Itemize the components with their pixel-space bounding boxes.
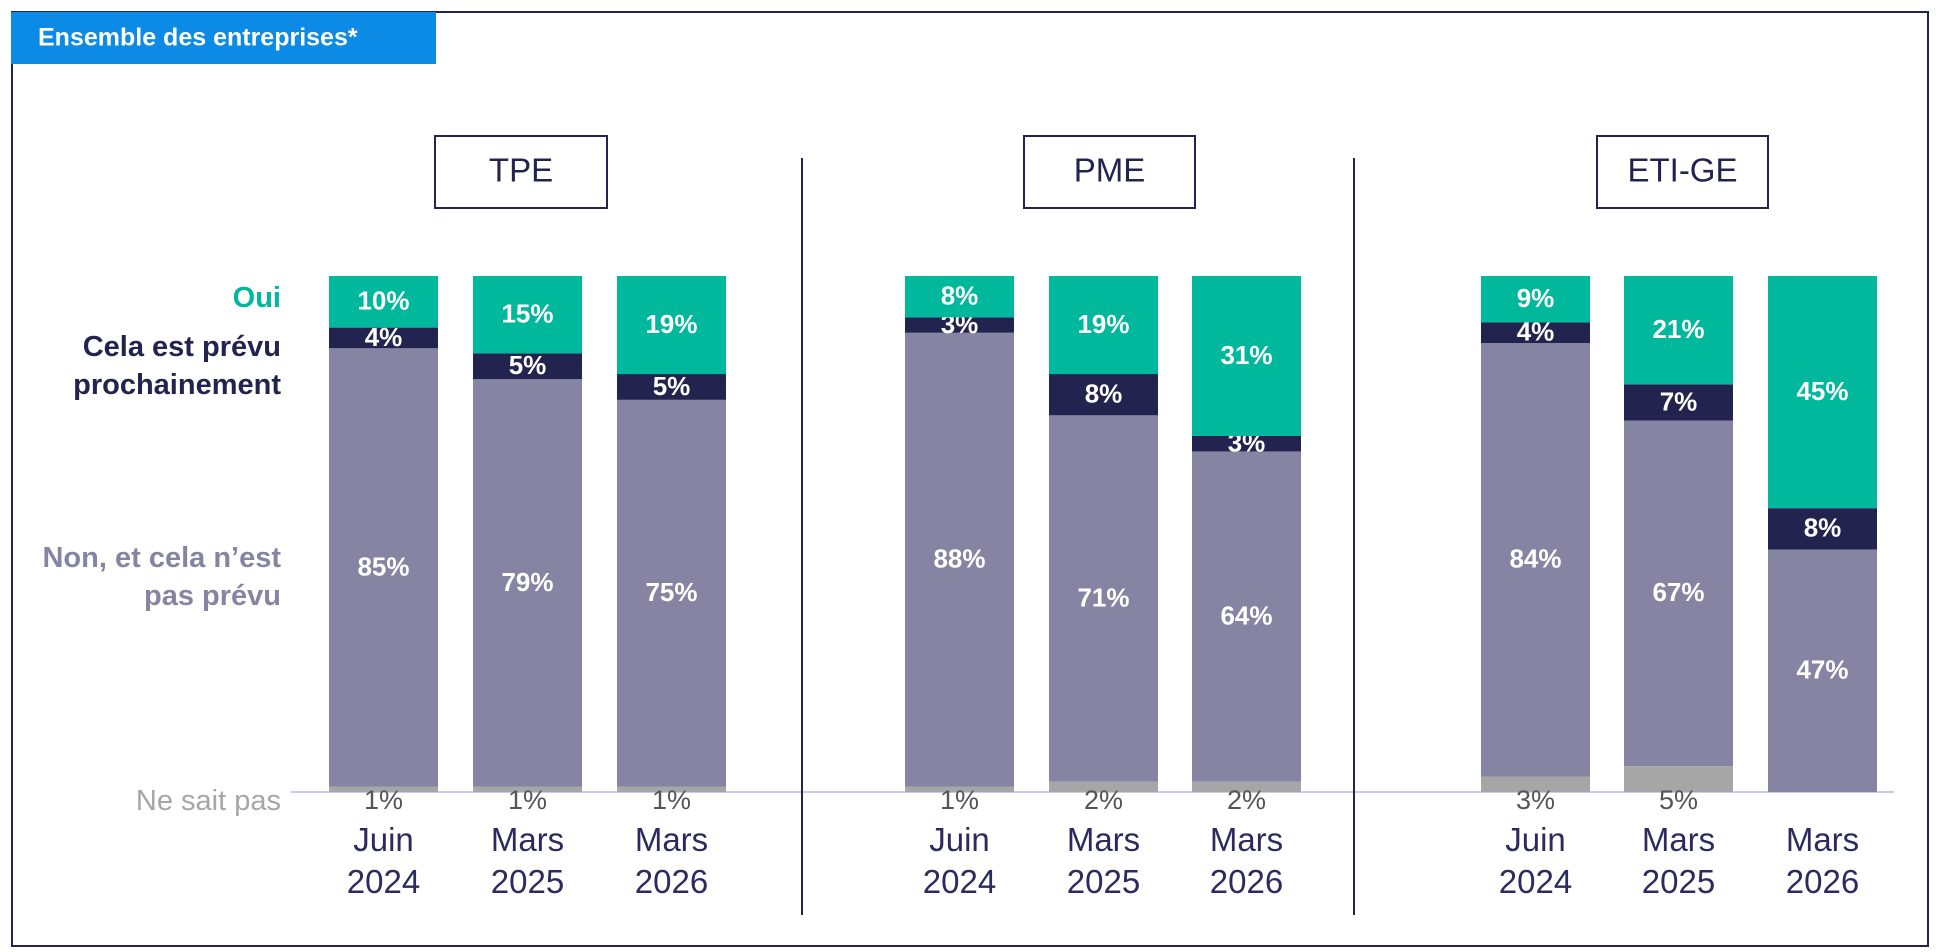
bar-segment xyxy=(1481,322,1590,344)
value-label: 21% xyxy=(1652,314,1704,344)
x-tick-label: Juin 2024 xyxy=(1498,821,1573,900)
title-box xyxy=(1023,135,1196,209)
bar-segment xyxy=(1192,451,1301,782)
bar-segment xyxy=(905,786,1014,792)
x-tick-label: Juin 2024 xyxy=(922,821,997,900)
x-tick-label: Mars 2025 xyxy=(490,821,565,900)
bar-segment xyxy=(1768,508,1877,550)
header-text: Ensemble des entreprises* xyxy=(38,24,358,52)
value-label: 75% xyxy=(645,577,697,607)
bar-segment xyxy=(473,353,582,380)
bar-segment xyxy=(1768,276,1877,509)
bar-segment xyxy=(473,379,582,787)
bar-segment xyxy=(1192,435,1301,452)
value-label: 31% xyxy=(1220,340,1272,370)
chart-title: TPE xyxy=(489,152,553,189)
value-label: 67% xyxy=(1652,577,1704,607)
title-box xyxy=(1596,135,1769,209)
x-tick-label: Mars 2026 xyxy=(1209,821,1284,900)
value-label: 64% xyxy=(1220,600,1272,630)
value-label: 1% xyxy=(364,785,403,815)
value-label: 8% xyxy=(1804,513,1842,543)
header-tag xyxy=(11,12,436,64)
value-label: 9% xyxy=(1517,283,1555,313)
value-label: 1% xyxy=(652,785,691,815)
value-label: 1% xyxy=(508,785,547,815)
value-label: 8% xyxy=(941,281,979,311)
bar-segment xyxy=(473,786,582,792)
value-label: 47% xyxy=(1796,655,1848,685)
bar-segment xyxy=(617,276,726,375)
legend-label: Non, et cela n’est pas prévu xyxy=(42,542,281,612)
value-label: 88% xyxy=(933,544,985,574)
bar-segment xyxy=(1192,781,1301,792)
value-label: 5% xyxy=(509,350,547,380)
bar-segment xyxy=(329,327,438,349)
bar-segment xyxy=(905,317,1014,333)
x-tick-label: Mars 2025 xyxy=(1066,821,1141,900)
bar-segment xyxy=(1624,276,1733,385)
value-label: 10% xyxy=(357,286,409,316)
value-label: 5% xyxy=(1659,785,1698,815)
x-tick-label: Mars 2026 xyxy=(634,821,709,900)
value-label: 3% xyxy=(1516,785,1555,815)
frame xyxy=(11,11,1929,947)
bar-segment xyxy=(1049,415,1158,782)
bar-segment xyxy=(1481,276,1590,323)
value-label: 71% xyxy=(1077,582,1129,612)
bar-segment xyxy=(1481,343,1590,777)
bar-segment xyxy=(1049,276,1158,375)
bar-segment xyxy=(473,276,582,354)
bar-segment xyxy=(1049,374,1158,416)
bar-segment xyxy=(1192,276,1301,436)
value-label: 19% xyxy=(1077,309,1129,339)
bar-segment xyxy=(1624,420,1733,767)
legend-label: Ne sait pas xyxy=(135,785,281,817)
value-label: 84% xyxy=(1509,544,1561,574)
bar-segment xyxy=(905,332,1014,787)
bar-segment xyxy=(1481,776,1590,792)
value-label: 8% xyxy=(1085,379,1123,409)
chart-title: PME xyxy=(1074,152,1146,189)
value-label: 15% xyxy=(501,299,553,329)
bar-segment xyxy=(617,786,726,792)
bar-segment xyxy=(329,348,438,787)
legend-label: Oui xyxy=(232,282,281,314)
chart-title: ETI-GE xyxy=(1627,152,1737,189)
value-label: 2% xyxy=(1227,785,1266,815)
bar-segment xyxy=(1049,781,1158,792)
value-label: 5% xyxy=(653,371,691,401)
bar-segment xyxy=(329,786,438,792)
value-label: 45% xyxy=(1796,376,1848,406)
bar-segment xyxy=(617,374,726,400)
bar-segment xyxy=(1624,384,1733,421)
bar-segment xyxy=(617,399,726,787)
x-tick-label: Juin 2024 xyxy=(346,821,421,900)
legend-label: Cela est prévu prochainement xyxy=(73,331,281,401)
bar-segment xyxy=(1624,766,1733,792)
bar-segment xyxy=(1768,549,1877,792)
x-tick-label: Mars 2025 xyxy=(1641,821,1716,900)
value-label: 79% xyxy=(501,567,553,597)
value-label: 85% xyxy=(357,551,409,581)
value-label: 1% xyxy=(940,785,979,815)
x-tick-label: Mars 2026 xyxy=(1785,821,1860,900)
value-label: 2% xyxy=(1084,785,1123,815)
bar-segment xyxy=(905,276,1014,318)
value-label: 7% xyxy=(1660,386,1698,416)
value-label: 19% xyxy=(645,309,697,339)
title-box xyxy=(434,135,608,209)
bar-segment xyxy=(329,276,438,328)
